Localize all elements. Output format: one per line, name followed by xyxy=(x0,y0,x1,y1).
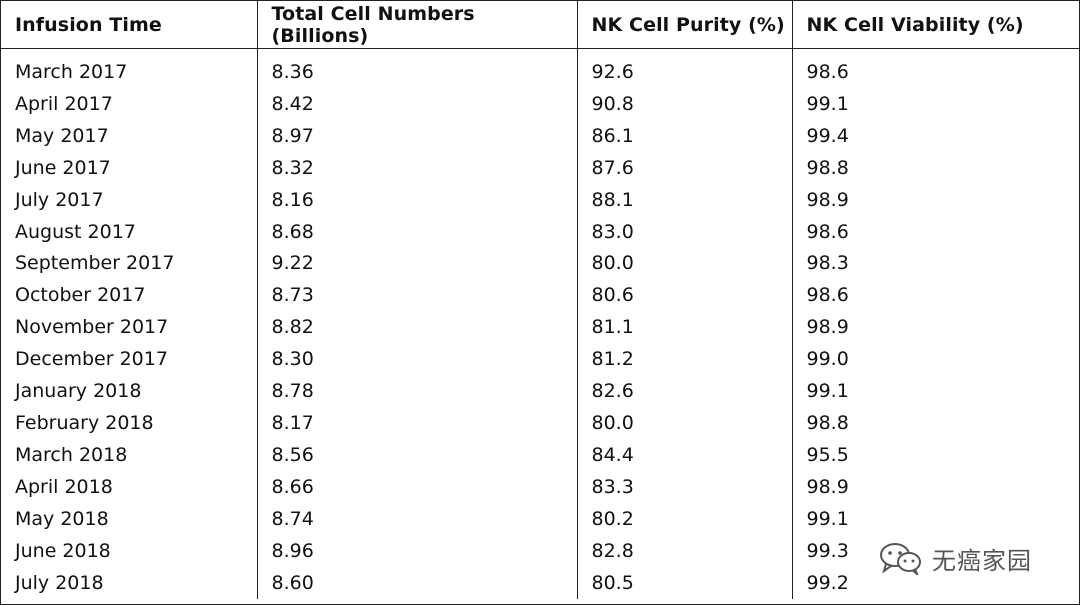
cell-total-cell-numbers: 8.74 xyxy=(256,503,577,536)
cell-nk-cell-viability: 99.1 xyxy=(791,88,1079,121)
cell-nk-cell-purity: 82.6 xyxy=(576,376,792,408)
cell-nk-cell-viability: 98.3 xyxy=(791,248,1079,281)
cell-nk-cell-viability: 98.8 xyxy=(791,407,1079,440)
cell-nk-cell-viability: 98.6 xyxy=(791,48,1079,89)
cell-total-cell-numbers: 8.32 xyxy=(256,152,577,185)
cell-nk-cell-viability: 98.6 xyxy=(791,216,1079,249)
table-row: October 2017 8.73 80.6 98.6 xyxy=(1,280,1079,313)
cell-infusion-time: November 2017 xyxy=(15,316,169,339)
table-row: May 2018 8.74 80.2 99.1 xyxy=(1,503,1079,536)
cell-nk-cell-viability: 98.9 xyxy=(791,312,1079,345)
cell-nk-cell-viability: 99.1 xyxy=(791,376,1079,408)
cell-nk-cell-purity: 83.0 xyxy=(576,216,792,249)
cell-infusion-time: October 2017 xyxy=(15,284,146,307)
cell-infusion-time: March 2018 xyxy=(15,443,128,466)
cell-infusion-time: February 2018 xyxy=(15,411,154,434)
cell-nk-cell-purity: 81.2 xyxy=(576,344,792,377)
table-row: May 2017 8.97 86.1 99.4 xyxy=(1,120,1079,153)
header-nk-cell-purity: NK Cell Purity (%) xyxy=(576,1,792,49)
cell-nk-cell-viability: 95.5 xyxy=(791,439,1079,472)
cell-infusion-time: September 2017 xyxy=(15,252,175,275)
cell-total-cell-numbers: 9.22 xyxy=(256,248,577,281)
table-row: March 2017 8.36 92.6 98.6 xyxy=(1,48,1079,89)
table-row: August 2017 8.68 83.0 98.6 xyxy=(1,216,1079,249)
watermark-text: 无癌家园 xyxy=(932,546,1032,575)
cell-nk-cell-purity: 88.1 xyxy=(576,184,792,217)
cell-infusion-time: March 2017 xyxy=(15,61,128,83)
cell-total-cell-numbers: 8.73 xyxy=(256,280,577,313)
header-nk-cell-viability: NK Cell Viability (%) xyxy=(791,1,1079,49)
cell-infusion-time: August 2017 xyxy=(15,220,136,243)
table-row: July 2017 8.16 88.1 98.9 xyxy=(1,184,1079,217)
table-row: September 2017 9.22 80.0 98.3 xyxy=(1,248,1079,281)
cell-total-cell-numbers: 8.30 xyxy=(256,344,577,377)
cell-nk-cell-purity: 82.8 xyxy=(576,535,792,568)
cell-infusion-time: July 2018 xyxy=(15,571,104,594)
table-row: April 2018 8.66 83.3 98.9 xyxy=(1,471,1079,504)
table-row: February 2018 8.17 80.0 98.8 xyxy=(1,407,1079,440)
cell-total-cell-numbers: 8.17 xyxy=(256,407,577,440)
cell-nk-cell-viability: 98.8 xyxy=(791,152,1079,185)
cell-total-cell-numbers: 8.36 xyxy=(256,48,577,89)
table-row: June 2018 8.96 82.8 99.3 xyxy=(1,535,1079,568)
cell-nk-cell-purity: 90.8 xyxy=(576,88,792,121)
table-row: December 2017 8.30 81.2 99.0 xyxy=(1,344,1079,377)
cell-nk-cell-purity: 87.6 xyxy=(576,152,792,185)
cell-nk-cell-viability: 99.0 xyxy=(791,344,1079,377)
header-infusion-time: Infusion Time xyxy=(1,1,257,49)
cell-nk-cell-viability: 99.3 xyxy=(791,535,1079,568)
table-row: March 2018 8.56 84.4 95.5 xyxy=(1,439,1079,472)
cell-infusion-time: May 2017 xyxy=(15,124,109,147)
cell-total-cell-numbers: 8.68 xyxy=(256,216,577,249)
cell-nk-cell-purity: 80.2 xyxy=(576,503,792,536)
cell-nk-cell-viability: 99.1 xyxy=(791,503,1079,536)
cell-infusion-time: May 2018 xyxy=(15,507,109,530)
table-row: June 2017 8.32 87.6 98.8 xyxy=(1,152,1079,185)
cell-nk-cell-purity: 80.5 xyxy=(576,567,792,600)
cell-nk-cell-viability: 98.6 xyxy=(791,280,1079,313)
cell-total-cell-numbers: 8.42 xyxy=(256,88,577,121)
cell-nk-cell-purity: 80.0 xyxy=(576,407,792,440)
header-total-cell-numbers: Total Cell Numbers (Billions) xyxy=(256,1,577,49)
cell-nk-cell-viability: 98.9 xyxy=(791,184,1079,217)
cell-nk-cell-viability: 99.4 xyxy=(791,120,1079,153)
table-row: November 2017 8.82 81.1 98.9 xyxy=(1,312,1079,345)
cell-nk-cell-purity: 83.3 xyxy=(576,471,792,504)
cell-infusion-time: January 2018 xyxy=(15,380,142,403)
cell-total-cell-numbers: 8.82 xyxy=(256,312,577,345)
cell-total-cell-numbers: 8.97 xyxy=(256,120,577,153)
cell-nk-cell-purity: 86.1 xyxy=(576,120,792,153)
cell-nk-cell-purity: 81.1 xyxy=(576,312,792,345)
cell-nk-cell-purity: 84.4 xyxy=(576,439,792,472)
cell-total-cell-numbers: 8.16 xyxy=(256,184,577,217)
cell-infusion-time: June 2018 xyxy=(15,539,111,562)
cell-nk-cell-purity: 92.6 xyxy=(576,48,792,89)
cell-nk-cell-viability: 98.9 xyxy=(791,471,1079,504)
cell-infusion-time: April 2017 xyxy=(15,92,113,115)
wechat-icon xyxy=(880,543,921,575)
cell-total-cell-numbers: 8.96 xyxy=(256,535,577,568)
header-row: Infusion Time Total Cell Numbers (Billio… xyxy=(1,1,1079,49)
cell-infusion-time: July 2017 xyxy=(15,188,104,211)
cell-total-cell-numbers: 8.60 xyxy=(256,567,577,600)
cell-infusion-time: April 2018 xyxy=(15,475,113,498)
watermark: 无癌家园 xyxy=(878,540,1048,576)
cell-total-cell-numbers: 8.78 xyxy=(256,376,577,408)
cell-nk-cell-purity: 80.6 xyxy=(576,280,792,313)
cell-infusion-time: June 2017 xyxy=(15,156,111,179)
cell-total-cell-numbers: 8.56 xyxy=(256,439,577,472)
cell-nk-cell-viability: 99.2 xyxy=(791,567,1079,600)
table-header: Infusion Time Total Cell Numbers (Billio… xyxy=(1,1,1079,49)
table-row: January 2018 8.78 82.6 99.1 xyxy=(1,376,1079,408)
cell-infusion-time: December 2017 xyxy=(15,348,168,371)
table-row: April 2017 8.42 90.8 99.1 xyxy=(1,88,1079,121)
table-row: July 2018 8.60 80.5 99.2 xyxy=(1,567,1079,600)
table-body: March 2017 8.36 92.6 98.6 April 2017 8.42 90.8… xyxy=(1,48,1079,600)
cell-nk-cell-purity: 80.0 xyxy=(576,248,792,281)
cell-total-cell-numbers: 8.66 xyxy=(256,471,577,504)
